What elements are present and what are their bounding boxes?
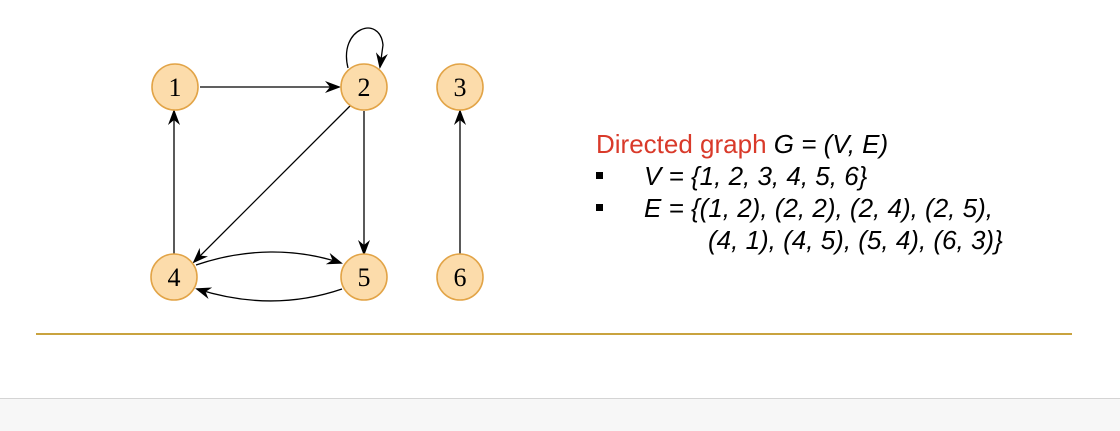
edge-set-continuation: (4, 1), (4, 5), (5, 4), (6, 3)} [596, 224, 1003, 256]
edge-4-5 [195, 251, 343, 266]
square-bullet-icon [596, 204, 603, 211]
vertex-label-6: 6 [454, 263, 467, 292]
edge-set-row: E = {(1, 2), (2, 2), (2, 4), (2, 5), [596, 192, 1003, 224]
vertex-label-4: 4 [168, 263, 181, 292]
vertex-5: 5 [340, 253, 388, 301]
definition-title: Directed graph [596, 129, 767, 159]
vertex-label-2: 2 [358, 73, 371, 102]
vertex-set-row: V = {1, 2, 3, 4, 5, 6} [596, 160, 1003, 192]
graph-formula: G = (V, E) [773, 129, 889, 159]
vertex-label-5: 5 [358, 263, 371, 292]
square-bullet-icon [596, 172, 603, 179]
vertex-3: 3 [436, 63, 484, 111]
vertex-2: 2 [340, 63, 388, 111]
edge-5-4 [195, 287, 343, 302]
graph-definition: Directed graph G = (V, E) V = {1, 2, 3, … [596, 128, 1003, 256]
vertex-set: V = {1, 2, 3, 4, 5, 6} [644, 161, 868, 191]
vertex-6: 6 [436, 253, 484, 301]
edge-set-line1: E = {(1, 2), (2, 2), (2, 4), (2, 5), [644, 193, 993, 223]
directed-graph-figure: 1 2 3 4 5 6 [150, 27, 484, 302]
vertex-label-1: 1 [169, 73, 182, 102]
slide-divider [36, 333, 1072, 335]
edge-set-line2: (4, 1), (4, 5), (5, 4), (6, 3)} [708, 225, 1003, 255]
vertex-4: 4 [150, 253, 198, 301]
edge-2-4 [192, 103, 353, 264]
vertex-label-3: 3 [454, 73, 467, 102]
footer-bar [0, 398, 1120, 431]
definition-title-row: Directed graph G = (V, E) [596, 128, 1003, 160]
edge-2-2-self-loop [345, 27, 388, 69]
vertex-1: 1 [151, 63, 199, 111]
